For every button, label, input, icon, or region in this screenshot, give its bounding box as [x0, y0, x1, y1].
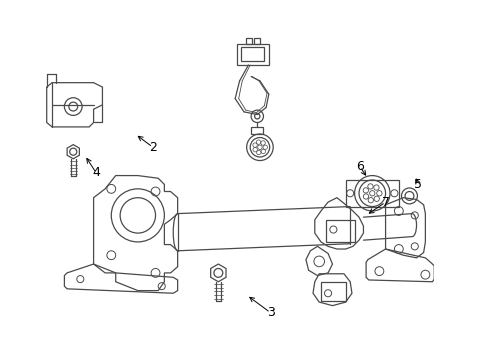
Text: 6: 6: [356, 160, 364, 173]
Text: 5: 5: [415, 178, 422, 191]
Bar: [237, 44, 269, 65]
Text: 7: 7: [382, 195, 390, 208]
Text: 4: 4: [92, 166, 100, 179]
Bar: [326, 220, 355, 242]
Bar: [321, 282, 346, 301]
Bar: [254, 39, 260, 44]
Bar: [242, 47, 265, 62]
Text: 3: 3: [267, 306, 274, 319]
Bar: [246, 39, 252, 44]
Text: 2: 2: [149, 141, 157, 154]
